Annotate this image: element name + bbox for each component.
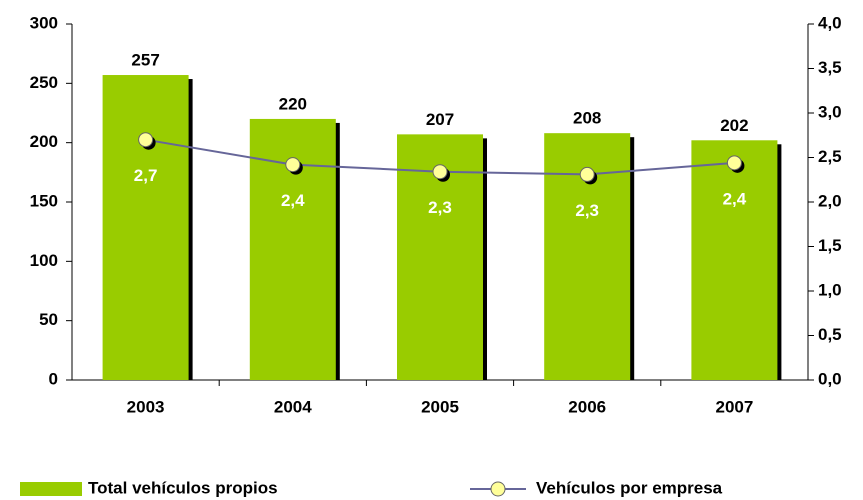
bar [691,140,778,380]
marker [726,155,742,171]
y-tick-label: 250 [30,73,58,92]
y-tick-label: 150 [30,191,58,210]
y-tick-label: 50 [39,310,58,329]
y2-tick-label: 3,5 [818,58,842,77]
line-value-label: 2,3 [575,201,599,220]
x-tick-label: 2006 [568,397,606,416]
y2-tick-label: 1,5 [818,236,842,255]
y2-tick-label: 3,0 [818,102,842,121]
bar-value-label: 207 [426,110,454,129]
marker [432,164,448,180]
y2-tick-label: 1,0 [818,280,842,299]
bar-value-label: 208 [573,109,601,128]
bar-value-label: 220 [279,94,307,113]
line-value-label: 2,7 [134,166,158,185]
y2-tick-label: 2,5 [818,147,842,166]
x-tick-label: 2005 [421,397,459,416]
bar-value-label: 257 [131,51,159,70]
x-tick-label: 2007 [715,397,753,416]
legend-marker [490,481,506,497]
y-tick-label: 200 [30,132,58,151]
y2-tick-label: 0,0 [818,369,842,388]
marker [285,157,301,173]
y-tick-label: 300 [30,13,58,32]
y2-tick-label: 2,0 [818,191,842,210]
legend-label: Total vehículos propios [88,478,278,497]
x-tick-label: 2003 [127,397,165,416]
line-value-label: 2,3 [428,198,452,217]
marker [138,132,154,148]
bar [102,75,189,380]
y2-tick-label: 0,5 [818,325,842,344]
bar-value-label: 202 [720,116,748,135]
legend-label: Vehículos por empresa [536,478,723,497]
marker [579,166,595,182]
x-tick-label: 2004 [274,397,312,416]
line-value-label: 2,4 [281,191,305,210]
y-tick-label: 100 [30,251,58,270]
legend-swatch [20,482,82,496]
line-value-label: 2,4 [723,189,747,208]
y-tick-label: 0 [49,369,58,388]
y2-tick-label: 4,0 [818,13,842,32]
